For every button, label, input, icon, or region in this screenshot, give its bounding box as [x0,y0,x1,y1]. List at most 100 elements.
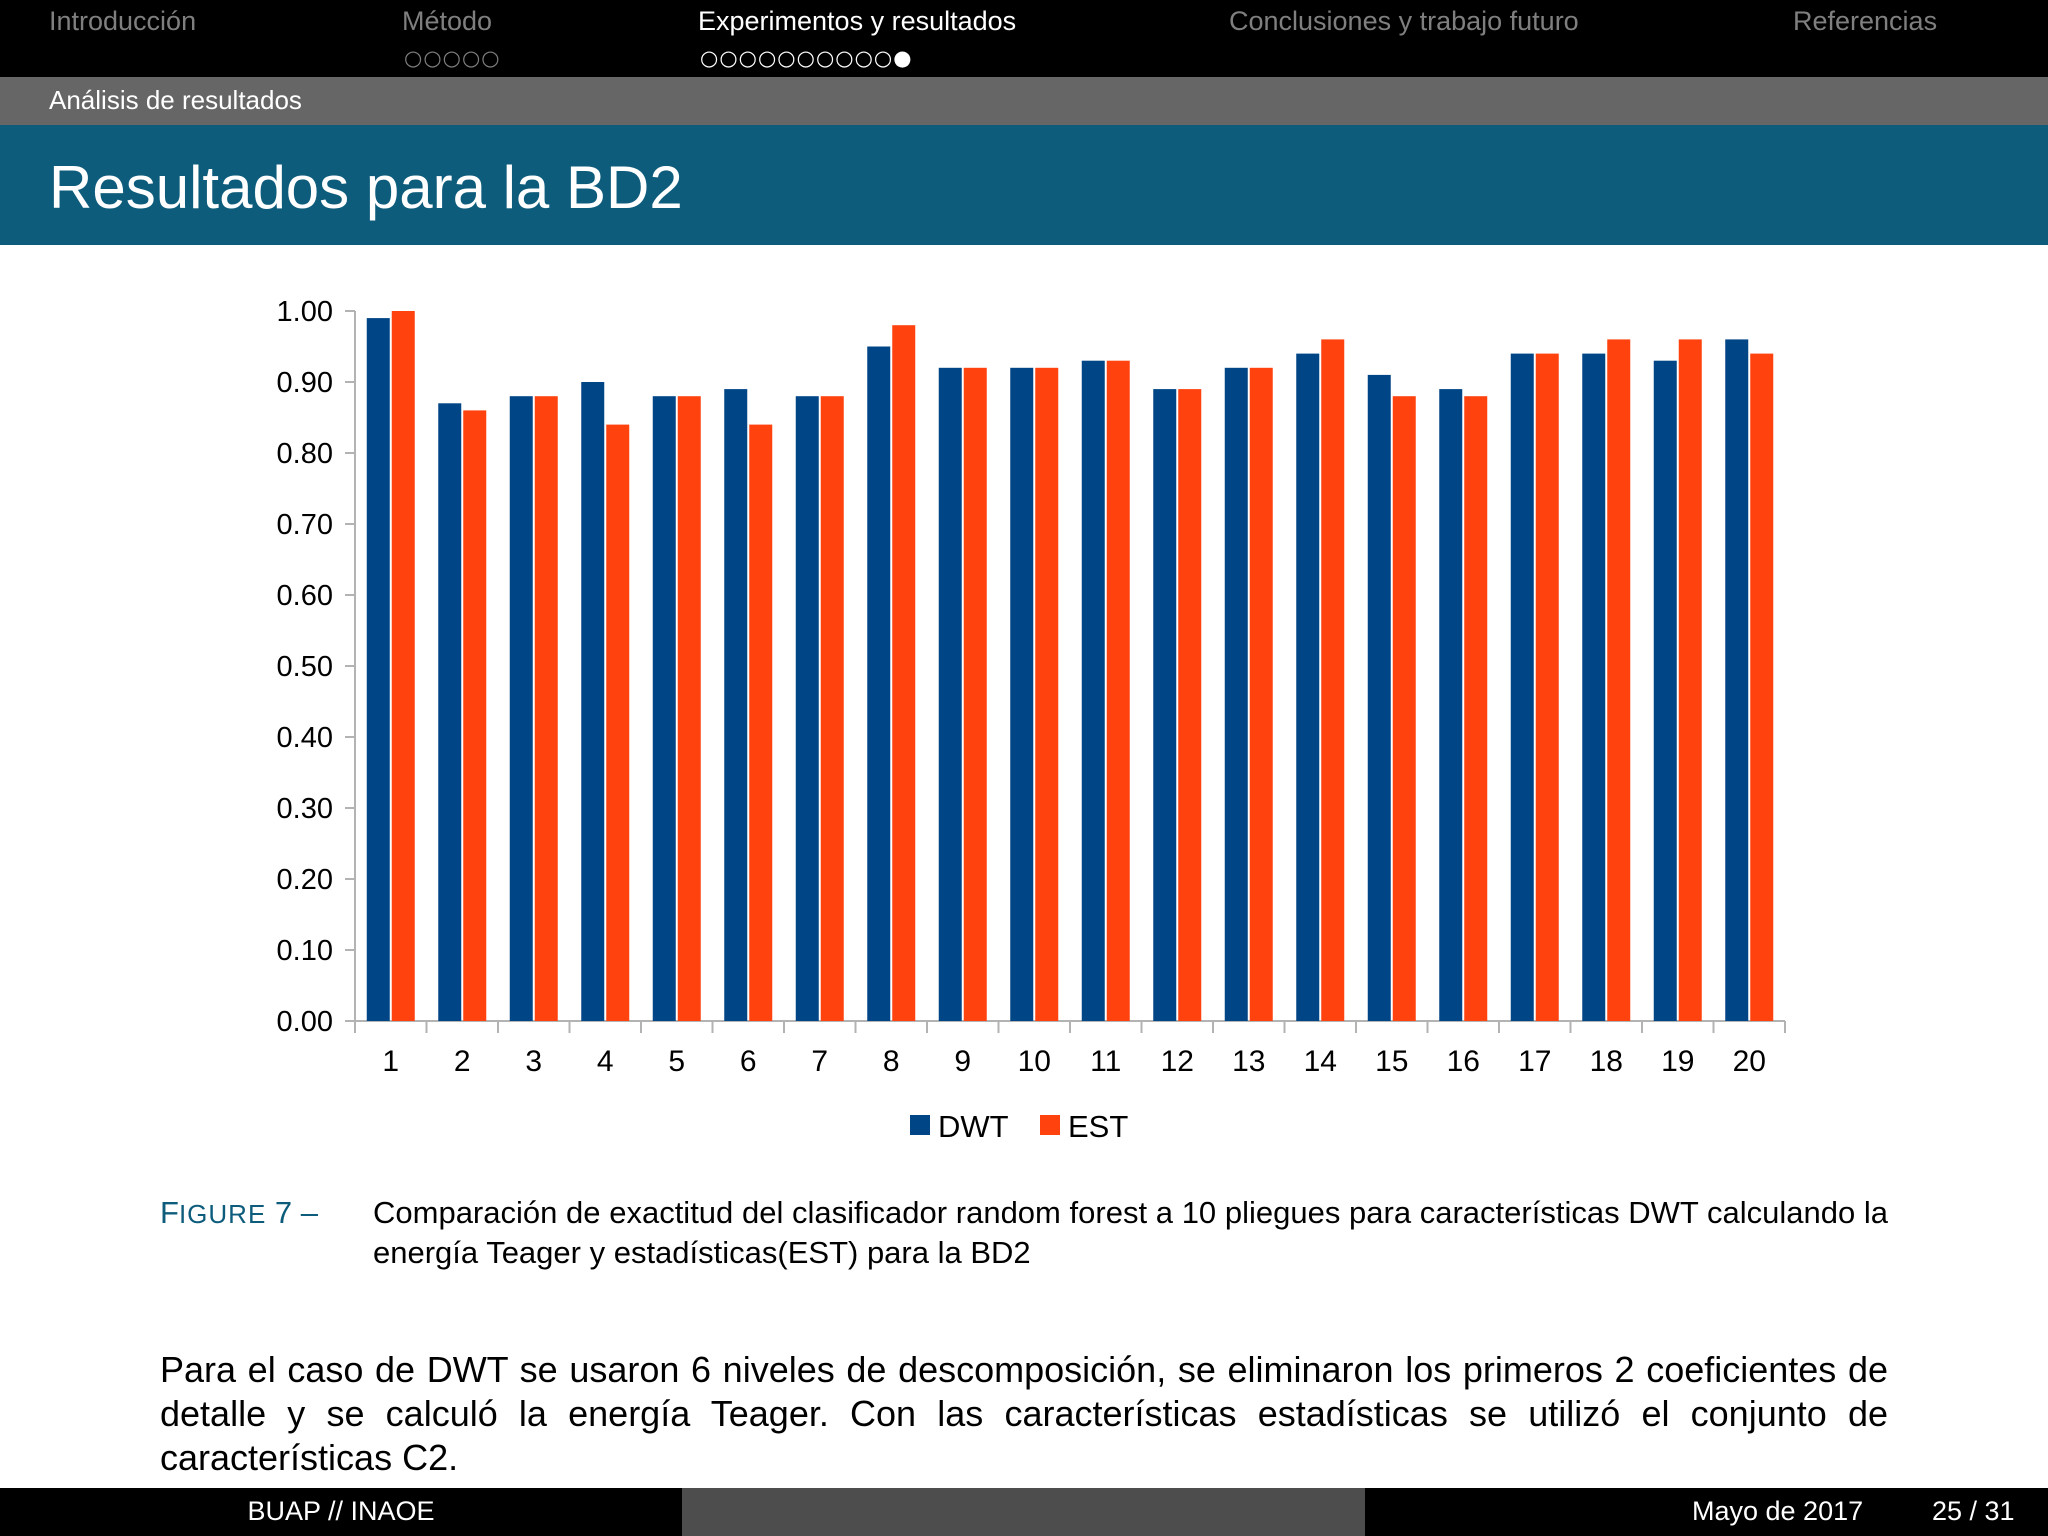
nav-section-conclusiones[interactable]: Conclusiones y trabajo futuro [1229,6,1579,36]
bar-dwt-19 [1653,360,1677,1021]
bar-dwt-7 [795,396,819,1021]
x-tick-label-6: 6 [740,1045,757,1078]
nav-dots-metodo[interactable]: ○○○○○ [404,46,501,70]
y-tick-label-9: 0.90 [277,367,333,399]
bar-dwt-9 [938,367,962,1021]
bar-dwt-20 [1725,339,1749,1021]
bar-est-5 [677,396,701,1021]
frame-title: Resultados para la BD2 [49,154,683,221]
bar-dwt-5 [652,396,676,1021]
bar-dwt-12 [1153,389,1177,1022]
nav-section-metodo[interactable]: Método [402,6,493,36]
y-tick-label-6: 0.60 [277,580,333,612]
bar-est-1 [391,311,415,1021]
bar-est-13 [1249,367,1273,1021]
bar-est-17 [1535,353,1559,1022]
footer-author: BUAP // INAOE [247,1496,435,1526]
footer-date: Mayo de 2017 [1692,1496,1864,1526]
footer-page-number[interactable]: 25 / 31 [1932,1496,2015,1526]
bar-est-15 [1392,396,1416,1021]
y-tick-label-0: 0.00 [277,1006,333,1038]
figure-dash: – [300,1195,319,1230]
figure-label-smallcaps: IGURE [178,1199,267,1229]
bar-est-16 [1464,396,1488,1021]
bar-est-19 [1678,339,1702,1021]
bar-dwt-1 [366,318,390,1022]
y-tick-label-2: 0.20 [277,864,333,896]
x-tick-label-19: 19 [1661,1045,1694,1078]
bar-est-14 [1321,339,1345,1021]
bar-est-7 [820,396,844,1021]
bar-dwt-4 [581,382,605,1021]
bar-est-9 [963,367,987,1021]
x-tick-label-4: 4 [597,1045,614,1078]
x-tick-label-1: 1 [382,1045,399,1078]
nav-section-introduccion[interactable]: Introducción [49,6,197,36]
x-tick-label-16: 16 [1447,1045,1480,1078]
x-tick-label-20: 20 [1733,1045,1766,1078]
bar-chart: 0.00 0.10 0.20 0.30 0.40 0.50 0.60 0.70 0.80 0.90… [277,296,1786,1144]
x-tick-label-3: 3 [525,1045,542,1078]
bar-est-3 [534,396,558,1021]
bar-est-18 [1607,339,1631,1021]
section-navigation: Introducción Método ○○○○○ Experimentos y… [0,0,2048,77]
x-tick-label-7: 7 [811,1045,828,1078]
bar-est-10 [1035,367,1059,1021]
bar-est-8 [892,325,916,1021]
footer-bar: BUAP // INAOE Mayo de 2017 25 / 31 [0,1488,2048,1536]
x-tick-label-14: 14 [1304,1045,1337,1078]
bar-dwt-14 [1296,353,1320,1022]
bar-est-20 [1750,353,1774,1022]
nav-section-referencias[interactable]: Referencias [1793,6,1938,36]
y-tick-label-5: 0.50 [277,651,333,683]
bar-dwt-13 [1224,367,1248,1021]
nav-dots-experimentos[interactable]: ○○○○○○○○○○● [700,46,913,70]
bar-est-11 [1106,360,1130,1021]
figure-label-initial: F [160,1195,179,1230]
nav-section-experimentos[interactable]: Experimentos y resultados [698,6,1017,36]
bar-est-4 [606,424,630,1022]
x-tick-label-13: 13 [1232,1045,1265,1078]
bar-est-2 [463,410,487,1021]
x-tick-label-18: 18 [1590,1045,1623,1078]
legend-label-dwt: DWT [938,1109,1009,1144]
x-tick-label-5: 5 [668,1045,685,1078]
body-paragraph: Para el caso de DWT se usaron 6 niveles … [160,1349,1888,1478]
bar-dwt-8 [867,346,891,1021]
footer-right-block [1365,1488,2048,1536]
figure-number: 7 [274,1195,293,1230]
y-tick-label-4: 0.40 [277,722,333,754]
bar-dwt-10 [1010,367,1034,1021]
y-tick-label-8: 0.80 [277,438,333,470]
x-tick-label-15: 15 [1375,1045,1408,1078]
legend-label-est: EST [1068,1109,1128,1144]
x-tick-label-2: 2 [454,1045,471,1078]
figure-label: FIGURE 7 – [160,1193,318,1234]
subsection-bar: Análisis de resultados [0,77,2048,125]
figure-caption: FIGURE 7 – Comparación de exactitud del … [160,1193,1888,1273]
subsection-title: Análisis de resultados [49,85,302,115]
y-tick-label-7: 0.70 [277,509,333,541]
y-tick-label-3: 0.30 [277,793,333,825]
y-tick-label-10: 1.00 [277,296,333,328]
y-tick-label-1: 0.10 [277,935,333,967]
bar-est-12 [1178,389,1202,1022]
footer-middle-block [682,1488,1365,1536]
frame-title-bar: Resultados para la BD2 [0,125,2048,245]
x-tick-label-17: 17 [1518,1045,1551,1078]
bar-dwt-17 [1510,353,1534,1022]
x-tick-label-10: 10 [1018,1045,1051,1078]
legend-swatch-dwt [910,1115,930,1135]
bar-dwt-15 [1367,374,1391,1021]
bar-dwt-3 [509,396,533,1021]
x-tick-label-9: 9 [954,1045,971,1078]
bar-dwt-18 [1582,353,1606,1022]
bar-dwt-2 [438,403,462,1021]
legend-swatch-est [1040,1115,1060,1135]
x-tick-label-8: 8 [883,1045,900,1078]
bar-dwt-16 [1439,389,1463,1022]
footer-left-block [0,1488,682,1536]
x-tick-label-12: 12 [1161,1045,1194,1078]
bar-dwt-6 [724,389,748,1022]
x-tick-label-11: 11 [1090,1045,1121,1078]
